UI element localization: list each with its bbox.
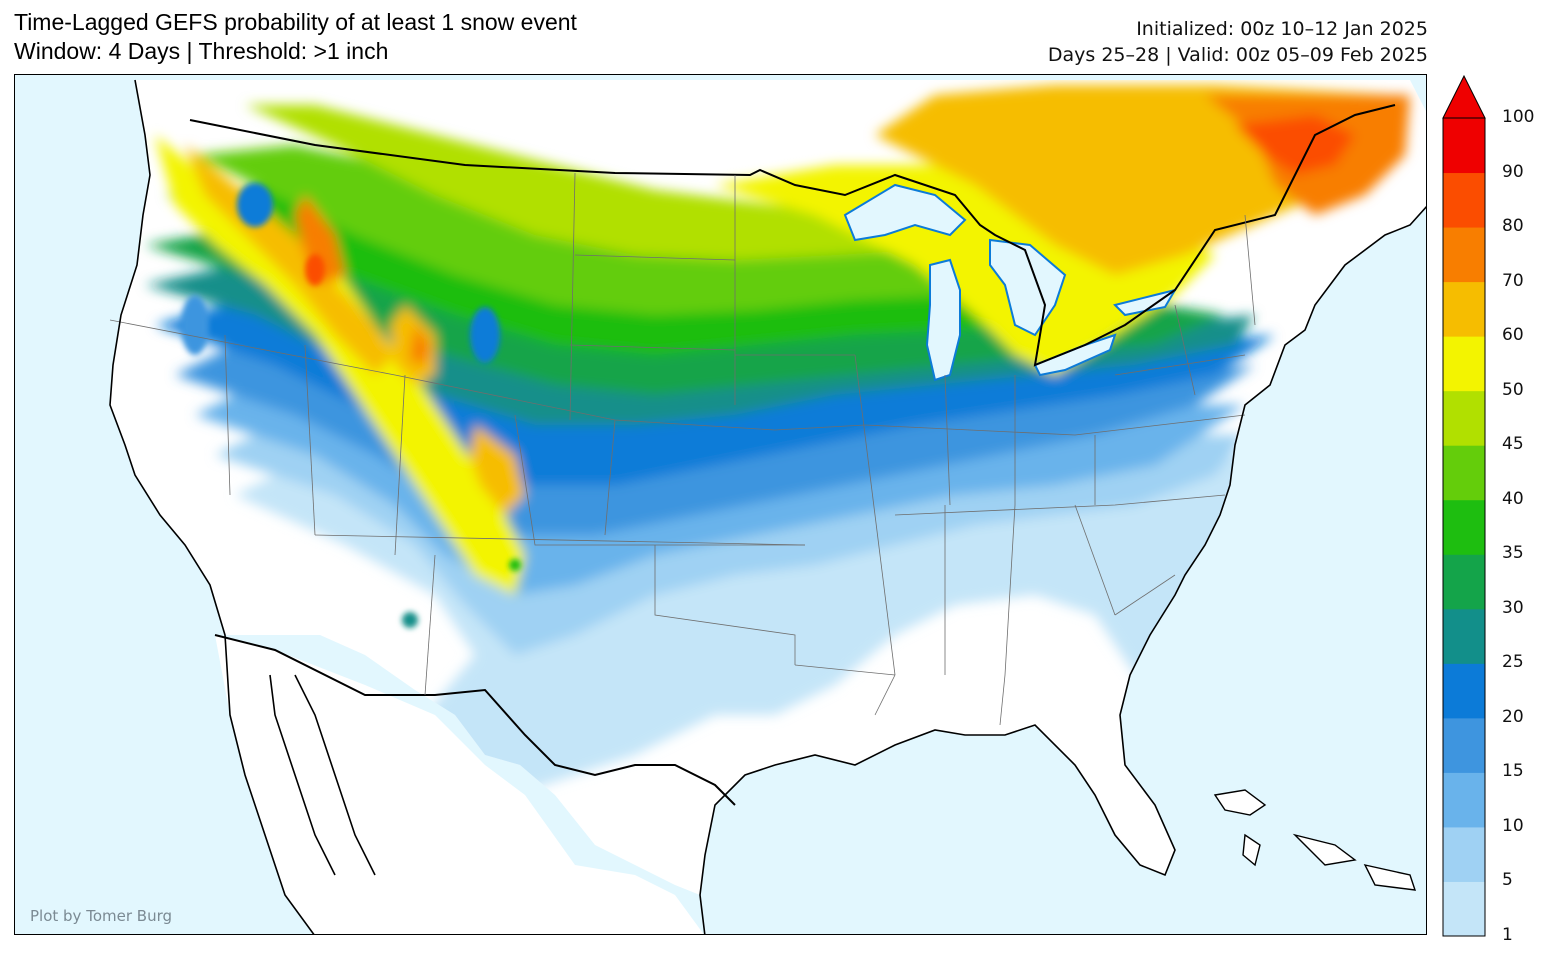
colorbar-swatch — [1443, 118, 1485, 174]
colorbar-tick-label: 40 — [1502, 488, 1524, 509]
colorbar-swatch — [1443, 281, 1485, 337]
us-mexico-border — [214, 634, 736, 806]
colorbar-swatch — [1443, 826, 1485, 882]
run-info: Initialized: 00z 10–12 Jan 2025 Days 25–… — [1048, 16, 1428, 68]
colorbar-tick-label: 1 — [1502, 925, 1513, 945]
great-lakes — [843, 183, 1178, 382]
colorbar-swatch — [1443, 390, 1485, 446]
lake-ontario — [1113, 288, 1178, 317]
mexico-land — [215, 635, 704, 934]
map-panel — [14, 74, 1427, 935]
title-line-1: Time-Lagged GEFS probability of at least… — [14, 9, 577, 35]
colorbar-swatch — [1443, 881, 1485, 937]
colorbar-frame — [1442, 117, 1486, 937]
colorbar-tick-label: 5 — [1502, 870, 1513, 891]
colorbar-swatch — [1443, 663, 1485, 719]
lake-huron — [989, 238, 1067, 337]
colorbar-swatch — [1443, 554, 1485, 610]
lake-superior — [843, 183, 967, 242]
probability-shading — [145, 85, 1410, 795]
colorbar-tick-label: 90 — [1502, 161, 1524, 182]
plot-credit: Plot by Tomer Burg — [30, 907, 172, 925]
colorbar-swatch — [1443, 445, 1485, 501]
title-line-2: Window: 4 Days | Threshold: >1 inch — [14, 38, 389, 64]
colorbar-swatch — [1443, 608, 1485, 664]
state-lines — [109, 172, 1256, 726]
colorbar-tick-label: 35 — [1502, 543, 1524, 564]
colorbar — [1442, 74, 1486, 937]
colorbar-swatch — [1443, 172, 1485, 228]
colorbar-tick-label: 50 — [1502, 379, 1524, 400]
map-title: Time-Lagged GEFS probability of at least… — [14, 8, 577, 66]
caribbean-islands — [1213, 789, 1417, 891]
init-time-label: Initialized: 00z 10–12 Jan 2025 — [1136, 18, 1428, 40]
colorbar-swatch — [1443, 772, 1485, 828]
coastline — [109, 79, 1426, 934]
country-borders — [189, 104, 1396, 806]
colorbar-tick-label: 10 — [1502, 815, 1524, 836]
colorbar-swatch — [1443, 336, 1485, 392]
colorbar-tick-label: 15 — [1502, 761, 1524, 782]
colorbar-tick-label: 60 — [1502, 325, 1524, 346]
colorbar-tick-label: 25 — [1502, 652, 1524, 673]
colorbar-tick-label: 20 — [1502, 706, 1524, 727]
lake-michigan — [925, 258, 961, 382]
probability-map — [15, 75, 1426, 934]
colorbar-tick-label: 100 — [1502, 107, 1535, 127]
colorbar-swatch — [1443, 499, 1485, 555]
colorbar-extend-arrow — [1442, 74, 1486, 119]
baja-coast — [269, 674, 376, 876]
colorbar-tick-label: 45 — [1502, 434, 1524, 455]
colorbar-tick-label: 30 — [1502, 597, 1524, 618]
colorbar-tick-label: 70 — [1502, 270, 1524, 291]
valid-time-label: Days 25–28 | Valid: 00z 05–09 Feb 2025 — [1047, 44, 1428, 66]
colorbar-swatch — [1443, 717, 1485, 773]
colorbar-tick-label: 80 — [1502, 216, 1524, 237]
us-canada-border — [189, 104, 1396, 367]
colorbar-swatch — [1443, 227, 1485, 283]
